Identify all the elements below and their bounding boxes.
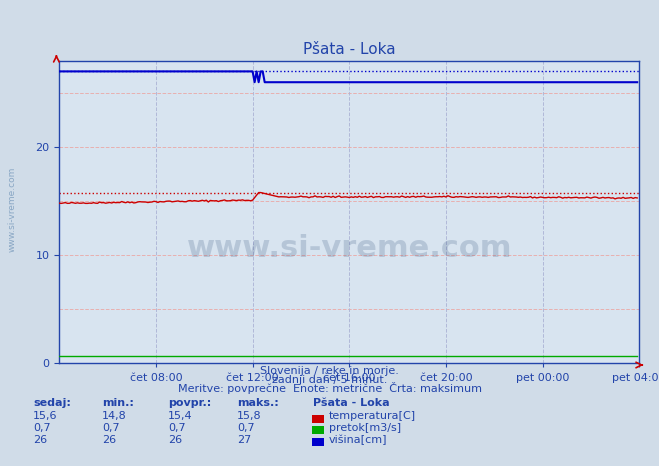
Text: 15,8: 15,8 xyxy=(237,411,262,421)
Text: 26: 26 xyxy=(102,435,116,445)
Text: www.si-vreme.com: www.si-vreme.com xyxy=(186,234,512,263)
Text: 15,6: 15,6 xyxy=(33,411,57,421)
Text: Pšata - Loka: Pšata - Loka xyxy=(313,398,389,408)
Text: 26: 26 xyxy=(168,435,182,445)
Text: sedaj:: sedaj: xyxy=(33,398,71,408)
Text: 15,4: 15,4 xyxy=(168,411,192,421)
Text: pretok[m3/s]: pretok[m3/s] xyxy=(329,423,401,433)
Text: 26: 26 xyxy=(33,435,47,445)
Text: min.:: min.: xyxy=(102,398,134,408)
Text: 27: 27 xyxy=(237,435,252,445)
Text: 0,7: 0,7 xyxy=(237,423,255,433)
Text: 0,7: 0,7 xyxy=(102,423,120,433)
Title: Pšata - Loka: Pšata - Loka xyxy=(303,41,395,57)
Text: višina[cm]: višina[cm] xyxy=(329,434,387,445)
Text: 0,7: 0,7 xyxy=(168,423,186,433)
Text: Slovenija / reke in morje.: Slovenija / reke in morje. xyxy=(260,366,399,376)
Text: Meritve: povprečne  Enote: metrične  Črta: maksimum: Meritve: povprečne Enote: metrične Črta:… xyxy=(177,383,482,394)
Text: 0,7: 0,7 xyxy=(33,423,51,433)
Text: zadnji dan / 5 minut.: zadnji dan / 5 minut. xyxy=(272,375,387,385)
Text: temperatura[C]: temperatura[C] xyxy=(329,411,416,421)
Text: www.si-vreme.com: www.si-vreme.com xyxy=(8,167,17,253)
Text: maks.:: maks.: xyxy=(237,398,279,408)
Text: 14,8: 14,8 xyxy=(102,411,127,421)
Text: povpr.:: povpr.: xyxy=(168,398,212,408)
